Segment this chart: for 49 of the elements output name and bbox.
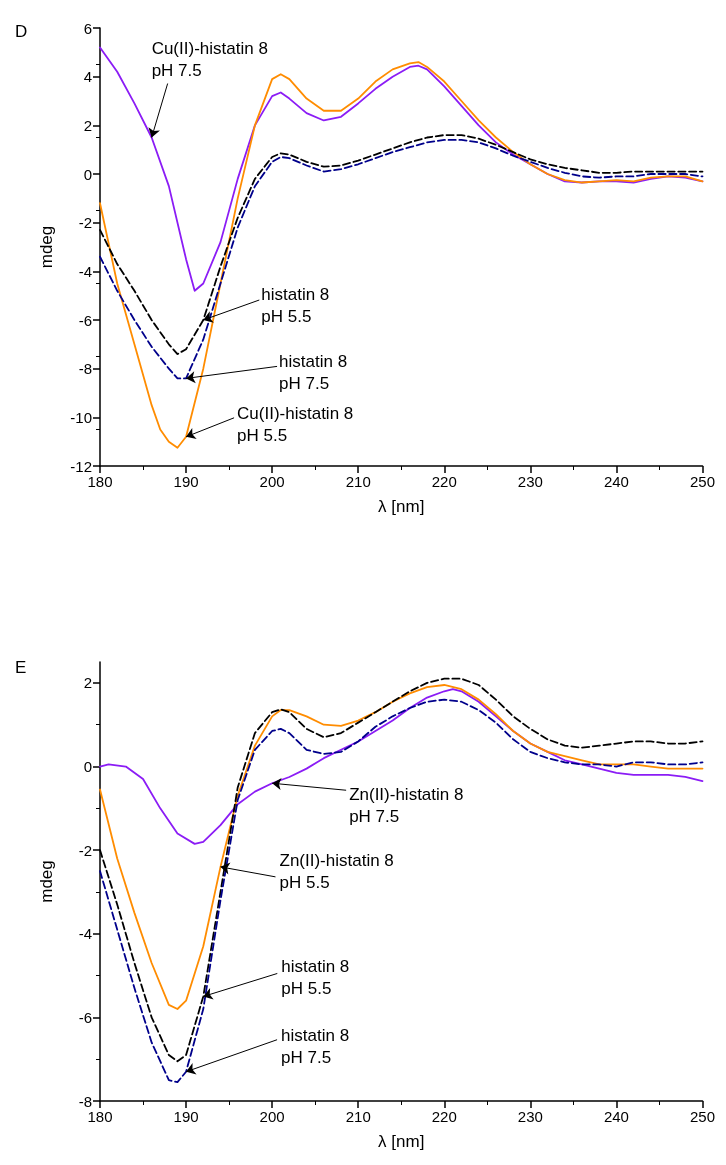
annotation: histatin 8 pH 5.5 [281,956,350,998]
y-tick-label: -8 [78,360,92,378]
annotation: Zn(II)-histatin 8 pH 5.5 [279,851,394,893]
y-tick-label: 2 [83,674,92,692]
x-tick-label: 220 [431,1108,457,1125]
line-series [99,61,704,449]
x-tick-label: 200 [259,1108,285,1125]
y-tick-label: -4 [78,925,92,943]
x-tick-label: 210 [345,473,371,490]
x-tick-label: 250 [689,1108,715,1125]
line-series [99,684,704,1010]
y-tick-label: -6 [78,311,92,329]
chart-title: D [15,22,28,41]
x-axis-title: λ [nm] [378,497,425,516]
y-tick-label: -12 [70,457,92,475]
y-tick-label: 4 [83,68,92,86]
x-tick-label: 210 [345,1108,371,1125]
chart-title: E [15,658,27,677]
y-axis-title: mdeg [37,860,56,903]
y-tick-label: 0 [83,758,92,776]
annotation: histatin 8 pH 7.5 [281,1026,350,1068]
x-tick-label: 240 [603,473,629,490]
x-tick-label: 240 [603,1108,629,1125]
annotation: Zn(II)-histatin 8 pH 7.5 [349,784,464,826]
annotation: histatin 8 pH 7.5 [279,351,348,393]
x-tick-label: 180 [87,1108,113,1125]
y-tick-label: 6 [83,19,92,37]
y-tick-label: -6 [78,1008,92,1026]
annotation: histatin 8 pH 5.5 [261,284,330,326]
x-tick-label: 190 [173,473,199,490]
y-tick-label: -2 [78,214,92,232]
x-tick-label: 180 [87,473,113,490]
y-tick-label: 2 [83,116,92,134]
x-tick-label: 200 [259,473,285,490]
y-tick-label: -10 [70,408,92,426]
y-tick-label: 0 [83,165,92,183]
x-tick-label: 230 [517,1108,543,1125]
x-tick-label: 230 [517,473,543,490]
x-tick-label: 220 [431,473,457,490]
x-axis-title: λ [nm] [378,1132,425,1151]
x-tick-label: 190 [173,1108,199,1125]
line-series [99,688,704,845]
y-tick-label: -2 [78,841,92,859]
annotation: Cu(II)-histatin 8 pH 5.5 [237,404,354,446]
annotation: Cu(II)-histatin 8 pH 7.5 [151,39,268,80]
y-axis-title: mdeg [37,225,56,269]
y-tick-label: -4 [78,262,92,280]
x-tick-label: 250 [689,473,715,490]
y-tick-label: -8 [78,1092,92,1110]
